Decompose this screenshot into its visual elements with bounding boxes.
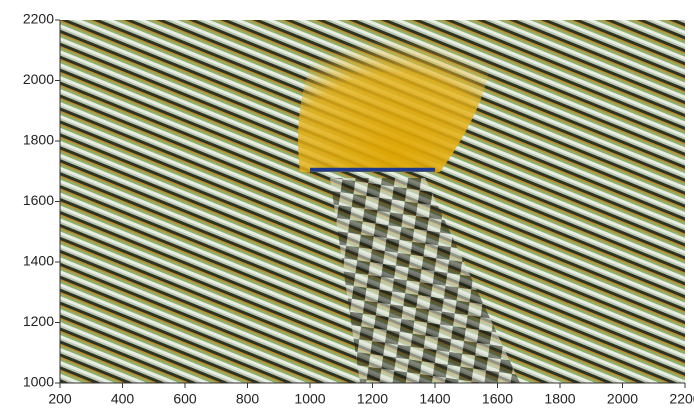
chart: 1000 1200 1400 1600 1800 2000 2200 200 400 600 800…	[0, 0, 694, 412]
x-tick-label: 1200	[357, 391, 388, 407]
x-tick-label: 400	[111, 391, 135, 407]
x-tick-label: 200	[48, 391, 72, 407]
x-tick-label: 2000	[607, 391, 638, 407]
x-tick-label: 1400	[419, 391, 450, 407]
x-tick-label: 600	[173, 391, 197, 407]
y-tick-label: 1800	[23, 132, 54, 148]
y-tick-label: 1200	[23, 313, 54, 329]
y-tick-label: 2000	[23, 71, 54, 87]
y-tick-label: 2200	[23, 11, 54, 27]
y-tick-label: 1000	[23, 374, 54, 390]
x-tick-label: 2200	[669, 391, 694, 407]
x-tick-label: 1000	[294, 391, 325, 407]
x-tick-label: 1600	[482, 391, 513, 407]
y-tick-label: 1400	[23, 253, 54, 269]
page: 1000 1200 1400 1600 1800 2000 2200 200 400 600 800…	[0, 0, 694, 412]
x-tick-label: 1800	[544, 391, 575, 407]
field-image	[60, 15, 685, 383]
x-tick-label: 800	[236, 391, 260, 407]
y-tick-label: 1600	[23, 192, 54, 208]
